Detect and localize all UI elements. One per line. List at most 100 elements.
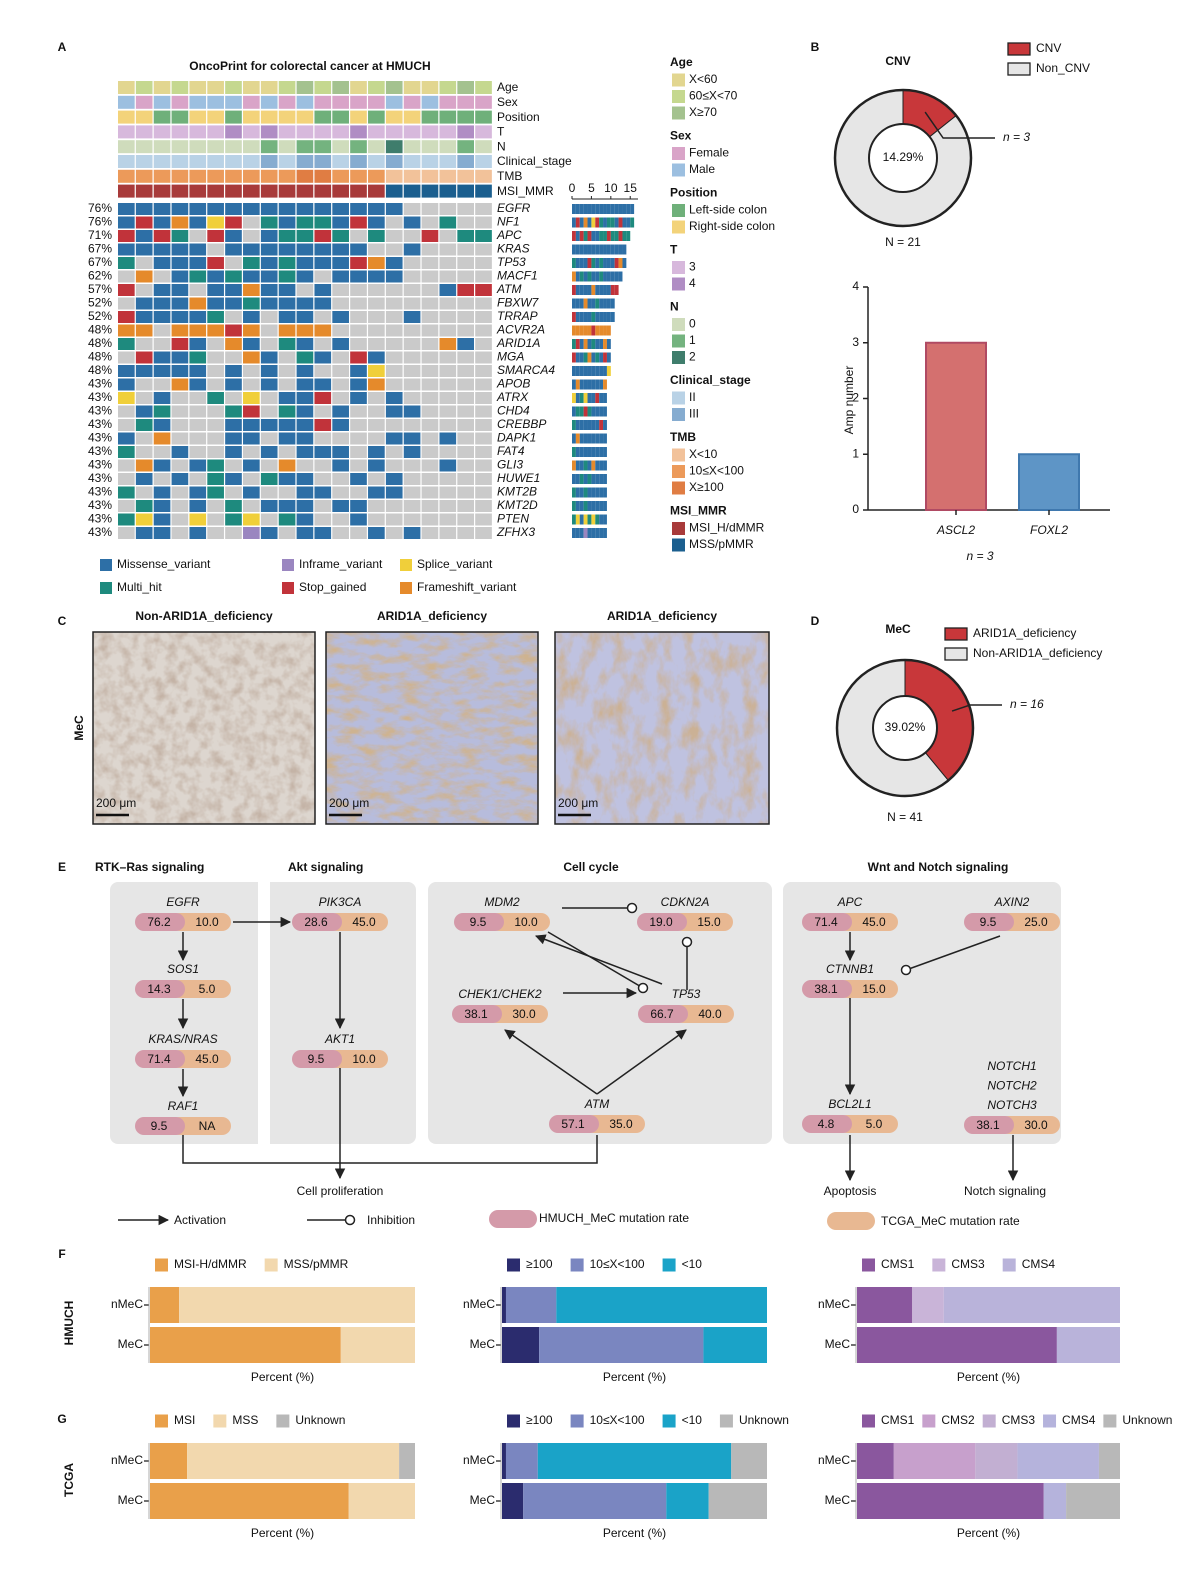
mutation-cell xyxy=(457,405,474,418)
annotation-cell xyxy=(332,169,349,183)
annotation-cell xyxy=(332,155,349,168)
percent-label: 43% xyxy=(88,525,112,539)
percent-label: 57% xyxy=(88,282,112,296)
mutation-cell xyxy=(457,513,474,526)
mutation-cell xyxy=(171,284,189,296)
annotation-cell xyxy=(475,140,492,154)
mutation-cell xyxy=(153,284,171,296)
annotation-cell xyxy=(171,169,189,183)
count-bar-segment xyxy=(595,487,600,498)
mutation-cell xyxy=(171,297,189,310)
mutation-cell xyxy=(350,486,367,499)
count-bar-segment xyxy=(579,379,584,390)
count-bar-segment xyxy=(583,258,588,268)
annotation-cell xyxy=(278,140,296,154)
mutation-cell xyxy=(207,230,224,242)
legend-swatch xyxy=(672,448,685,462)
legend-label: 3 xyxy=(689,260,696,274)
mutation-cell xyxy=(243,446,260,458)
count-bar-segment xyxy=(606,352,611,363)
hmuch-pill xyxy=(135,1117,185,1135)
mutation-cell xyxy=(189,459,207,472)
mutation-cell xyxy=(296,311,314,323)
annotation-cell xyxy=(314,184,332,198)
count-bar-segment xyxy=(572,244,576,255)
mutation-cell xyxy=(243,284,260,296)
hmuch-rate: 9.5 xyxy=(308,1052,325,1066)
count-bar-segment xyxy=(572,352,576,363)
legend-label: CMS2 xyxy=(941,1413,975,1427)
count-bar-segment xyxy=(587,339,592,349)
mutation-cell xyxy=(207,527,224,539)
annotation-cell xyxy=(296,110,314,124)
mutation-cell xyxy=(278,257,296,269)
count-bar-segment xyxy=(606,217,611,228)
mutation-cell xyxy=(243,432,260,445)
mutation-cell xyxy=(368,432,385,445)
count-bar-segment xyxy=(579,312,584,322)
count-bar-segment xyxy=(587,406,592,417)
mutation-cell xyxy=(135,284,153,296)
mutation-cell xyxy=(189,297,207,310)
mutation-cell xyxy=(385,230,403,242)
mutation-cell xyxy=(278,365,296,377)
bar-segment xyxy=(975,1443,1018,1479)
legend-label: 60≤X<70 xyxy=(689,89,738,103)
bar-segment xyxy=(1098,1443,1120,1479)
count-bar-segment xyxy=(603,406,607,417)
legend-label: Activation xyxy=(174,1213,226,1227)
count-bar-segment xyxy=(630,217,635,228)
mutation-cell xyxy=(296,446,314,458)
mutation-cell xyxy=(439,419,457,431)
count-bar-segment xyxy=(614,258,619,268)
mutation-cell xyxy=(314,473,332,485)
count-bar-segment xyxy=(579,501,584,511)
mutation-cell xyxy=(260,284,278,296)
hmuch-pill xyxy=(802,1115,852,1133)
annotation-cell xyxy=(118,140,135,154)
annotation-cell xyxy=(314,140,332,154)
chart-title: MeC xyxy=(885,622,911,636)
mutation-cell xyxy=(314,216,332,229)
count-bar-segment xyxy=(587,244,592,255)
annotation-cell xyxy=(243,155,260,168)
annotation-cell xyxy=(135,125,153,139)
mutation-cell xyxy=(171,446,189,458)
mutation-cell xyxy=(421,216,439,229)
y-tick-label: nMeC xyxy=(818,1297,850,1311)
mutation-cell xyxy=(118,459,135,472)
mutation-cell xyxy=(350,419,367,431)
mutation-cell xyxy=(403,446,421,458)
legend-label: Male xyxy=(689,162,715,176)
count-bar-segment xyxy=(599,460,604,471)
mutation-cell xyxy=(421,365,439,377)
mutation-cell xyxy=(368,459,385,472)
legend-swatch xyxy=(672,481,685,495)
mutation-cell xyxy=(421,432,439,445)
legend-swatch xyxy=(672,334,685,348)
mutation-cell xyxy=(403,243,421,256)
count-bar-segment xyxy=(583,487,588,498)
annotation-cell xyxy=(475,169,492,183)
count-bar-segment xyxy=(572,501,576,511)
legend-label: Frameshift_variant xyxy=(417,580,517,594)
mutation-cell xyxy=(153,365,171,377)
node-label: MDM2 xyxy=(484,895,520,909)
annotation-cell xyxy=(225,155,242,168)
hmuch-rate: 76.2 xyxy=(147,915,171,929)
mutation-cell xyxy=(368,527,385,539)
count-bar-segment xyxy=(572,460,576,471)
mutation-cell xyxy=(135,378,153,391)
mutation-cell xyxy=(207,500,224,512)
legend-label: CMS3 xyxy=(1002,1413,1036,1427)
y-tick-label: MeC xyxy=(825,1337,851,1351)
count-bar-segment xyxy=(579,204,584,214)
tcga-pill xyxy=(171,980,231,998)
count-bar-segment xyxy=(599,352,604,363)
legend-swatch xyxy=(672,90,685,103)
mutation-cell xyxy=(439,311,457,323)
mutation-cell xyxy=(278,324,296,337)
tcga-pill xyxy=(838,980,898,998)
count-bar-segment xyxy=(572,366,576,376)
count-bar-segment xyxy=(591,406,596,417)
